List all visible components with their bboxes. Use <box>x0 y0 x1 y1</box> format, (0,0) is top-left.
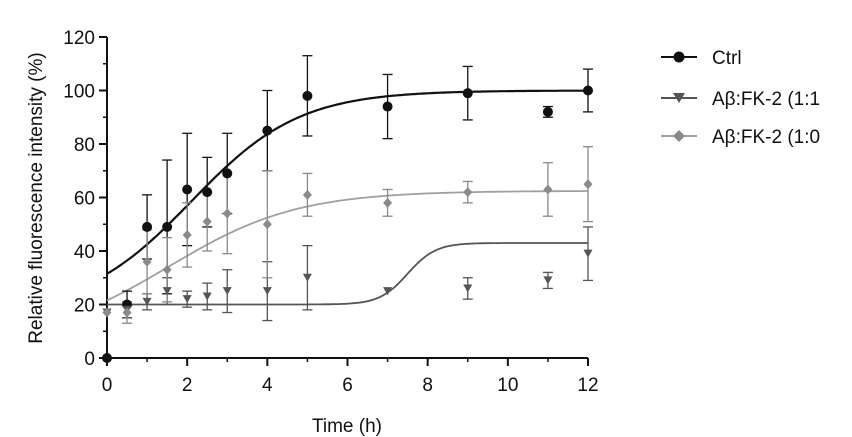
data-point-fk2-1-0 <box>302 189 312 200</box>
data-point-fk2-1-0 <box>463 187 473 198</box>
legend-label-ctrl: Ctrl <box>712 48 742 69</box>
data-point-fk2-1-0 <box>583 179 593 190</box>
legend-item-fk2-1-0: Aβ:FK-2 (1:0 <box>661 127 820 148</box>
x-tick-label: 10 <box>497 375 518 396</box>
y-tick-label: 100 <box>63 82 95 103</box>
data-point-ctrl <box>302 90 313 101</box>
data-point-ctrl <box>222 168 233 179</box>
y-tick-label: 120 <box>63 28 95 49</box>
x-tick-label: 6 <box>342 375 353 396</box>
data-points <box>102 85 593 363</box>
axes <box>99 36 589 366</box>
data-point-fk2-1-0 <box>202 216 212 227</box>
data-point-fk2-1-1 <box>302 273 312 282</box>
legend-item-fk2-1-1: Aβ:FK-2 (1:1 <box>661 89 820 110</box>
data-point-fk2-1-0 <box>162 264 172 275</box>
data-point-fk2-1-1 <box>202 292 212 301</box>
data-point-ctrl <box>262 125 273 136</box>
x-tick-label: 8 <box>422 375 433 396</box>
data-point-ctrl <box>542 106 553 117</box>
data-point-fk2-1-1 <box>162 287 172 296</box>
data-point-fk2-1-1 <box>262 287 272 296</box>
data-point-ctrl <box>142 221 153 232</box>
data-point-fk2-1-1 <box>463 284 473 293</box>
data-point-fk2-1-1 <box>142 297 152 306</box>
legend-label-fk2-1-0: Aβ:FK-2 (1:0 <box>712 127 820 148</box>
data-point-fk2-1-0 <box>182 229 192 240</box>
y-tick-label: 40 <box>74 242 95 263</box>
x-tick-label: 4 <box>262 375 273 396</box>
x-tick-label: 2 <box>182 375 193 396</box>
data-point-ctrl <box>462 88 473 99</box>
x-tick-label: 0 <box>102 375 113 396</box>
data-point-ctrl <box>382 101 393 112</box>
data-point-fk2-1-0 <box>102 307 112 318</box>
legend-marker-fk2-1-1 <box>673 93 685 103</box>
fit-curve-series-2 <box>106 190 588 302</box>
fit-curve-series-0 <box>106 89 589 275</box>
legend-marker-fk2-1-0 <box>673 130 685 142</box>
data-point-fk2-1-0 <box>142 256 152 267</box>
legend-marker-ctrl <box>673 51 685 63</box>
data-point-ctrl <box>182 184 193 195</box>
data-point-fk2-1-1 <box>583 249 593 258</box>
legend: Ctrl Aβ:FK-2 (1:1 Aβ:FK-2 (1:0 <box>661 48 820 148</box>
data-point-fk2-1-1 <box>543 276 553 285</box>
y-axis-title: Relative fluorescence intensity (%) <box>26 52 47 343</box>
data-point-ctrl <box>102 353 112 363</box>
legend-label-fk2-1-1: Aβ:FK-2 (1:1 <box>712 89 820 110</box>
y-tick-label: 20 <box>74 296 95 317</box>
error-bars <box>122 55 593 324</box>
y-tick-label: 80 <box>74 135 95 156</box>
data-point-ctrl <box>202 187 213 198</box>
data-point-fk2-1-1 <box>222 287 232 296</box>
y-tick-label: 0 <box>84 349 95 370</box>
data-point-fk2-1-1 <box>383 287 393 296</box>
data-point-fk2-1-0 <box>222 208 232 219</box>
data-point-ctrl <box>162 221 173 232</box>
data-point-fk2-1-0 <box>122 307 132 318</box>
fit-curves <box>106 89 589 306</box>
tick-labels: 0 20 40 60 80 100 120 0 2 4 6 8 10 12 <box>63 28 598 396</box>
data-point-fk2-1-0 <box>543 184 553 195</box>
data-point-fk2-1-1 <box>182 295 192 304</box>
y-tick-label: 60 <box>74 189 95 210</box>
legend-item-ctrl: Ctrl <box>661 48 742 69</box>
data-point-ctrl <box>583 85 593 96</box>
data-point-fk2-1-0 <box>383 197 393 208</box>
fit-curve-series-1 <box>107 242 588 306</box>
data-point-fk2-1-0 <box>262 219 272 230</box>
x-axis-title: Time (h) <box>312 416 382 437</box>
x-tick-label: 12 <box>577 375 598 396</box>
